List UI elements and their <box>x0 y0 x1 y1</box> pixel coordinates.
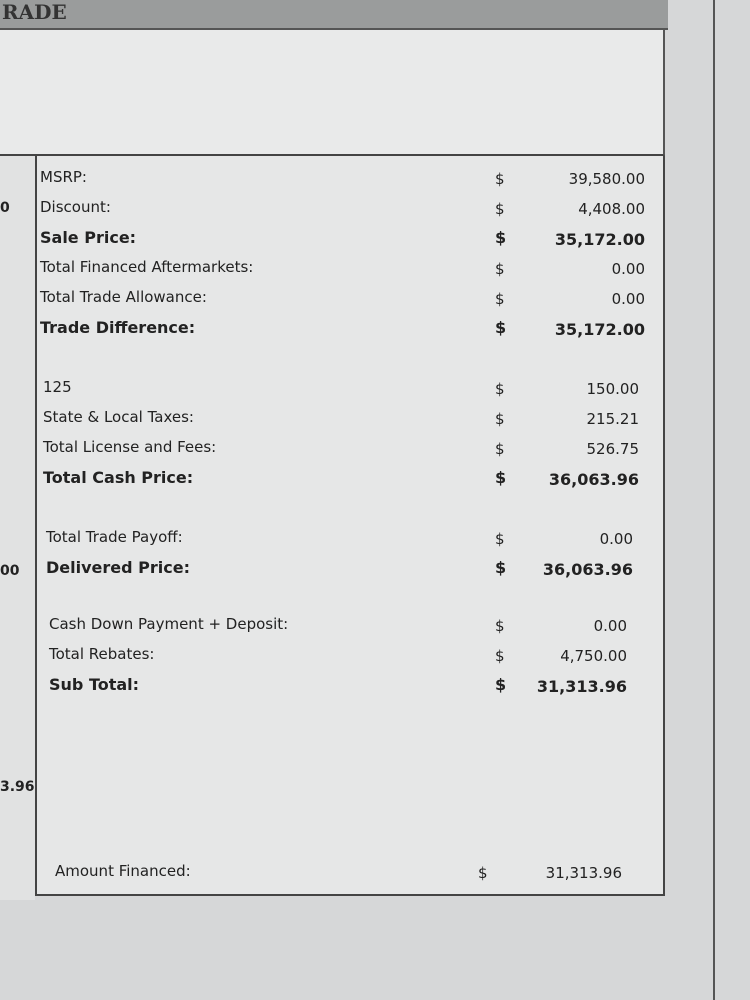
divider <box>713 0 715 1000</box>
row-label: Total Trade Allowance: <box>40 288 207 306</box>
amount: 36,063.96 <box>548 470 639 489</box>
row-label: Total Trade Payoff: <box>46 528 183 546</box>
currency: $ <box>495 530 505 548</box>
left-column <box>0 156 35 900</box>
currency: $ <box>495 318 507 337</box>
row-label: Amount Financed: <box>55 862 191 880</box>
currency: $ <box>478 864 488 882</box>
amount: 0.00 <box>593 617 627 635</box>
row-label: Delivered Price: <box>46 558 190 577</box>
currency: $ <box>495 675 507 694</box>
row-label: Total Cash Price: <box>43 468 194 487</box>
row-label: MSRP: <box>40 168 87 186</box>
row-label: Cash Down Payment + Deposit: <box>49 615 289 633</box>
left-text: 0 <box>0 200 10 216</box>
summary-panel <box>35 156 665 896</box>
amount: 215.21 <box>586 410 640 428</box>
row-label: 125 <box>43 378 72 396</box>
row-label: Total Rebates: <box>49 645 155 663</box>
row-label: Total Financed Aftermarkets: <box>40 258 254 276</box>
currency: $ <box>495 647 505 665</box>
header-title: RADE <box>2 0 67 24</box>
currency: $ <box>495 228 507 247</box>
amount: 31,313.96 <box>536 677 627 696</box>
currency: $ <box>495 617 505 635</box>
row-label: State & Local Taxes: <box>43 408 194 426</box>
row-label: Sale Price: <box>40 228 137 247</box>
currency: $ <box>495 558 507 577</box>
row-label: Sub Total: <box>49 675 140 694</box>
left-text: 3.96 <box>0 779 35 795</box>
currency: $ <box>495 410 505 428</box>
amount: 36,063.96 <box>542 560 633 579</box>
currency: $ <box>495 290 505 308</box>
amount: 526.75 <box>586 440 640 458</box>
amount: 0.00 <box>611 290 645 308</box>
header-bar: RADE <box>0 0 668 30</box>
row-label: Trade Difference: <box>40 318 196 337</box>
amount: 35,172.00 <box>554 230 645 249</box>
amount: 35,172.00 <box>554 320 645 339</box>
currency: $ <box>495 468 507 487</box>
amount: 150.00 <box>586 380 640 398</box>
amount: 31,313.96 <box>545 864 622 882</box>
amount: 0.00 <box>611 260 645 278</box>
currency: $ <box>495 260 505 278</box>
currency: $ <box>495 200 505 218</box>
row-label: Total License and Fees: <box>43 438 217 456</box>
currency: $ <box>495 440 505 458</box>
amount: 4,750.00 <box>560 647 627 665</box>
left-text: 00 <box>0 563 20 579</box>
currency: $ <box>495 170 505 188</box>
amount: 4,408.00 <box>578 200 645 218</box>
amount: 0.00 <box>599 530 633 548</box>
row-label: Discount: <box>40 198 111 216</box>
top-panel <box>0 30 665 156</box>
amount: 39,580.00 <box>568 170 645 188</box>
currency: $ <box>495 380 505 398</box>
